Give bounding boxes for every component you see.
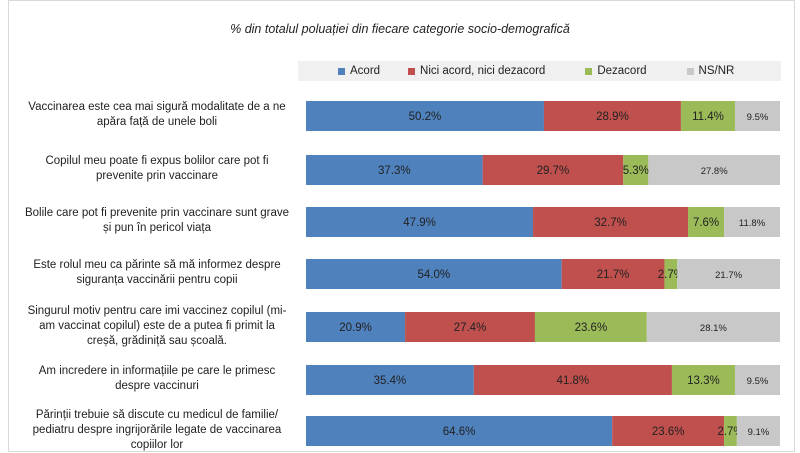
data-label: 11.8% xyxy=(739,218,766,229)
data-label: 47.9% xyxy=(403,217,436,229)
legend-item: NS/NR xyxy=(686,65,735,77)
bar-segment xyxy=(612,416,725,446)
bar-segment xyxy=(482,155,624,185)
legend-label: Dezacord xyxy=(597,65,647,77)
data-label: 13.3% xyxy=(687,375,720,387)
data-label: 32.7% xyxy=(594,217,627,229)
data-label: 23.6% xyxy=(652,426,685,438)
bar-segment xyxy=(306,365,474,395)
bar-segment xyxy=(623,155,649,185)
category-label: Bolile care pot fi prevenite prin vaccin… xyxy=(24,207,289,234)
bar-segment xyxy=(561,259,665,289)
legend-item: Nici acord, nici dezacord xyxy=(408,65,545,77)
data-label: 7.6% xyxy=(693,217,719,229)
legend-swatch xyxy=(686,67,694,75)
bar-segment xyxy=(736,416,780,446)
category-label: Copilul meu poate fi expus bolilor care … xyxy=(45,155,269,182)
category-label: Vaccinarea este cea mai sigură modalitat… xyxy=(28,101,286,128)
chart-legend: Acord Nici acord, nici dezacord Dezacord NS… xyxy=(298,61,781,81)
data-label: 50.2% xyxy=(409,111,442,123)
bar-segment xyxy=(405,312,535,342)
legend-swatch xyxy=(585,67,593,75)
bar-segment xyxy=(543,101,681,131)
data-label: 28.1% xyxy=(700,323,727,334)
data-label: 41.8% xyxy=(557,375,590,387)
data-label: 35.4% xyxy=(374,375,407,387)
legend-item: Dezacord xyxy=(585,65,647,77)
category-label: Am incredere in informațiile pe care le … xyxy=(38,365,276,392)
data-label: 21.7% xyxy=(715,270,742,281)
bar-segment xyxy=(306,416,613,446)
data-label: 29.7% xyxy=(537,165,570,177)
data-label: 27.8% xyxy=(701,166,728,177)
bar-segment xyxy=(734,101,780,131)
data-label: 20.9% xyxy=(339,322,372,334)
chart-title: % din totalul poluației din fiecare cate… xyxy=(230,22,570,36)
bar-segment xyxy=(688,207,725,237)
legend-label: Nici acord, nici dezacord xyxy=(420,65,546,77)
category-label: Este rolul meu ca părinte să mă informez… xyxy=(33,259,281,286)
data-label: 28.9% xyxy=(596,111,629,123)
legend-label: Acord xyxy=(350,65,381,77)
bar-segment xyxy=(724,416,737,446)
bar-segment xyxy=(648,155,780,185)
data-label: 9.1% xyxy=(748,427,770,438)
data-label: 11.4% xyxy=(692,111,724,123)
bar-segment xyxy=(646,312,780,342)
data-label: 27.4% xyxy=(454,322,487,334)
bar-segment xyxy=(306,207,534,237)
legend-label: NS/NR xyxy=(698,65,735,77)
bar-segment xyxy=(671,365,735,395)
data-label: 37.3% xyxy=(378,165,411,177)
bar-segment xyxy=(306,312,406,342)
legend-swatch xyxy=(338,67,345,75)
bar-segment xyxy=(677,259,780,289)
bar-segment xyxy=(306,155,483,185)
data-label: 9.5% xyxy=(747,112,769,123)
data-label: 21.7% xyxy=(597,269,630,281)
bar-segment xyxy=(534,312,647,342)
data-label: 54.0% xyxy=(418,269,451,281)
data-label: 5.3% xyxy=(623,165,649,177)
category-label: Singurul motiv pentru care imi vaccinez … xyxy=(27,305,287,347)
bar-segment xyxy=(306,101,544,131)
legend-swatch xyxy=(408,67,416,75)
data-label: 9.5% xyxy=(747,376,769,387)
bar-segment xyxy=(724,207,780,237)
bar-segment xyxy=(664,259,678,289)
data-label: 64.6% xyxy=(443,426,476,438)
bar-segment xyxy=(734,365,780,395)
category-label: Părinții trebuie să discute cu medicul d… xyxy=(32,409,282,451)
bar-segment xyxy=(533,207,689,237)
bar-segment xyxy=(473,365,672,395)
bar-segment xyxy=(306,259,562,289)
data-label: 23.6% xyxy=(575,322,608,334)
legend-item: Acord xyxy=(338,65,380,77)
bar-segment xyxy=(680,101,735,131)
